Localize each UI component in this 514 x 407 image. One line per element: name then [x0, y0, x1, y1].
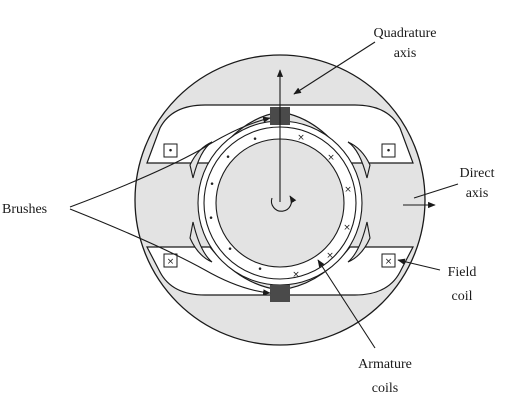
field-coil-cross: ×	[385, 257, 393, 267]
right-pole-lower-tip	[347, 221, 371, 263]
quadrature-axis-label: Quadrature	[374, 26, 437, 41]
field-coil-dot: •	[168, 147, 173, 157]
brushes-leader-top	[69, 116, 271, 208]
armature-cross: ×	[343, 223, 351, 233]
direct-leader	[413, 183, 459, 199]
armature-dot: •	[227, 245, 232, 255]
direct-axis-label: Direct	[460, 166, 495, 181]
field-coil-box	[163, 253, 178, 268]
field-coil-label: coil	[452, 289, 473, 304]
armature-dot: •	[208, 214, 213, 224]
right-pole-upper-tip	[347, 141, 371, 179]
field-coil-box	[381, 253, 396, 268]
brushes-label: Brushes	[2, 202, 47, 217]
armature-conductors: • • • • • • × × × × × ×	[208, 133, 351, 280]
quadrature-axis-label: axis	[394, 46, 417, 61]
left-pole-lower-tip	[189, 221, 213, 263]
armature-dot: •	[209, 180, 214, 190]
field-coil-box	[381, 143, 396, 158]
left-pole-upper-tip	[189, 141, 213, 179]
armature-cross: ×	[292, 270, 300, 280]
armature-leader	[317, 259, 376, 349]
bottom-brush	[270, 285, 290, 302]
armature-cross: ×	[327, 153, 335, 163]
armature-dot: •	[252, 135, 257, 145]
rotation-arrow	[270, 195, 297, 212]
quadrature-leader	[293, 41, 376, 95]
field-coil-cross: ×	[167, 257, 175, 267]
field-coil-leader	[397, 258, 441, 271]
field-coil-label: Field	[448, 265, 477, 280]
armature-coils-label: coils	[372, 381, 398, 396]
armature	[203, 126, 357, 280]
armature-cross: ×	[297, 133, 305, 143]
armature-dot: •	[257, 265, 262, 275]
armature-coils-label: Armature	[358, 357, 412, 372]
armature-cross: ×	[344, 185, 352, 195]
armature-dot: •	[225, 153, 230, 163]
lower-pocket	[146, 246, 414, 296]
field-coils: • • × ×	[163, 143, 396, 268]
brushes-leader-bottom	[69, 208, 271, 296]
field-coil-box	[163, 143, 178, 158]
armature-cross: ×	[326, 251, 334, 261]
direct-axis-label: axis	[466, 186, 489, 201]
field-coil-dot: •	[386, 147, 391, 157]
